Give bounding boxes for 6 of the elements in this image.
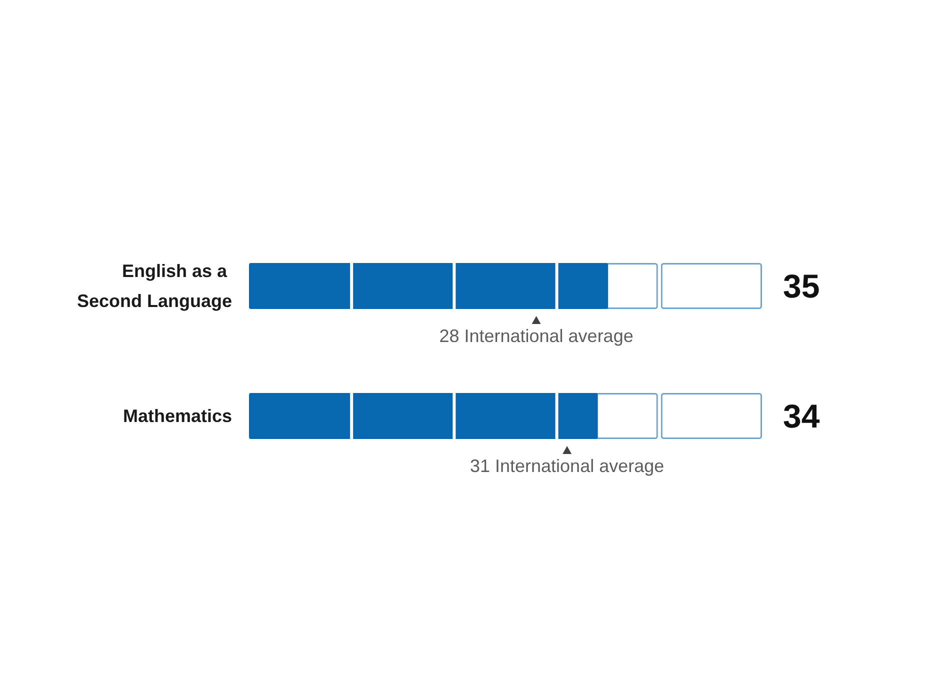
data-label: 28 International average: [439, 326, 634, 346]
y-tick-label: English as a Second Language: [76, 261, 232, 311]
y-tick-label: Mathematics: [122, 406, 232, 426]
data-label: 34: [783, 398, 820, 434]
data-label: 35: [783, 268, 820, 304]
data-label: 31 International average: [470, 456, 664, 476]
